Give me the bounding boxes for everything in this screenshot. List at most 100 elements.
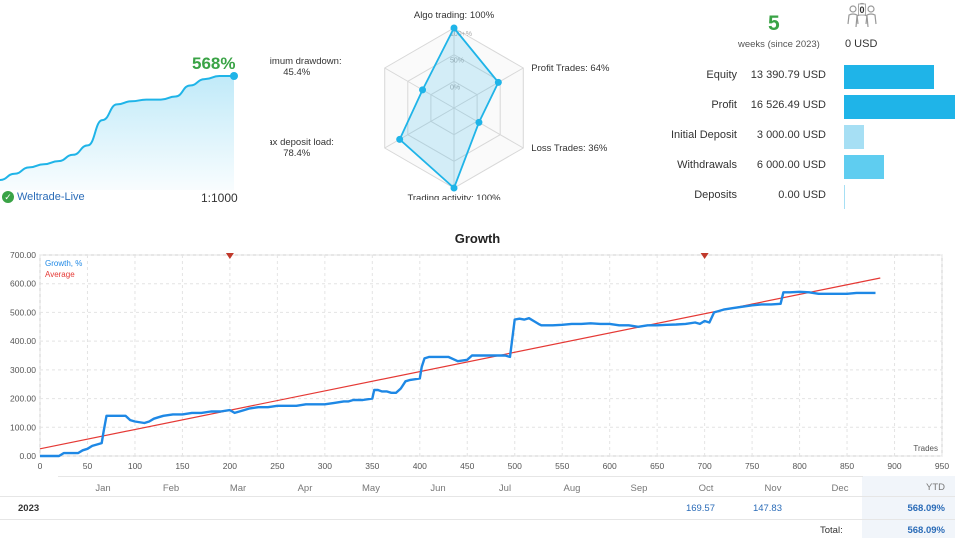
stat-value: 6 000.00 USD (756, 159, 826, 171)
legend-average: Average (45, 270, 75, 279)
month-label: Aug (563, 483, 581, 494)
month-label: Jan (95, 483, 111, 494)
radar-point (494, 78, 502, 86)
x-tick-label: 800 (792, 461, 806, 471)
stat-row-withdrawals: Withdrawals 6 000.00 USD (640, 155, 955, 179)
radar-axis-line (384, 67, 455, 109)
x-tick-label: 950 (935, 461, 949, 471)
y-tick-label: 600.00 (10, 279, 36, 289)
month-label: Jul (498, 483, 512, 494)
month-return-nov[interactable]: 147.83 (752, 503, 782, 514)
subscribers-amount: 0 USD (845, 38, 878, 50)
radar-axis-label: Algo trading: 100% (414, 10, 495, 21)
x-tick-label: 650 (650, 461, 664, 471)
y-tick-label: 500.00 (10, 307, 36, 317)
radar-axis-line (453, 67, 524, 109)
weeks-count: 5 (768, 12, 780, 35)
radar-point (419, 86, 427, 94)
stat-value: 3 000.00 USD (756, 129, 826, 141)
stat-label: Deposits (694, 189, 737, 201)
stat-value: 0.00 USD (778, 189, 826, 201)
x-tick-label: 400 (413, 461, 427, 471)
series-line-growth (40, 290, 876, 458)
x-axis-label: Trades (913, 444, 938, 453)
stat-label: Profit (711, 99, 737, 111)
mini-growth-line (0, 75, 234, 181)
radar-point (475, 118, 483, 126)
radar-axis-label: Maximum drawdown: (270, 56, 342, 67)
x-tick-label: 850 (840, 461, 854, 471)
month-return-oct[interactable]: 169.57 (685, 503, 715, 514)
x-tick-label: 750 (745, 461, 759, 471)
month-label: Dec (831, 483, 849, 494)
growth-percent: 568% (192, 54, 236, 73)
radar-axis-value: 78.4% (283, 148, 310, 159)
x-tick-label: 450 (460, 461, 474, 471)
y-tick-label: 300.00 (10, 365, 36, 375)
growth-chart-title: Growth (454, 231, 501, 246)
radar-scale-label: 0% (450, 84, 460, 91)
x-tick-label: 700 (698, 461, 712, 471)
radar-scale-label: 50% (450, 58, 464, 65)
growth-chart: 0 50 100 150 200 250 300 350 400 450 500 550 600 650 7… (10, 250, 949, 471)
month-header-row: Jan Feb Mar Apr May Jun Jul Aug Sep Oct … (58, 476, 863, 497)
radar-axis-label: Max deposit load: (270, 137, 334, 148)
stat-row-initial-deposit: Initial Deposit 3 000.00 USD (640, 125, 955, 149)
total-label: Total: (820, 525, 843, 536)
weeks-label: weeks (since 2023) (738, 39, 820, 50)
month-label: Nov (764, 483, 782, 494)
x-tick-label: 300 (318, 461, 332, 471)
stat-bar (844, 125, 864, 149)
month-label: Sep (630, 483, 648, 494)
radar-axis-line (384, 107, 455, 149)
y-tick-label: 200.00 (10, 394, 36, 404)
stat-value: 16 526.49 USD (750, 99, 826, 111)
radar-point (450, 184, 458, 192)
x-tick-label: 600 (603, 461, 617, 471)
stat-label: Initial Deposit (670, 129, 737, 141)
verified-shield-icon: ✓ (2, 191, 14, 203)
mini-growth-area (0, 76, 234, 190)
stat-value: 13 390.79 USD (750, 69, 826, 81)
x-tick-label: 500 (508, 461, 522, 471)
x-tick-label: 350 (365, 461, 379, 471)
month-label: Oct (698, 483, 714, 494)
radar-point (450, 24, 458, 32)
year-label: 2023 (18, 503, 40, 514)
subscribers-count: 0 (859, 5, 864, 15)
total-value: 568.09% (907, 525, 945, 536)
month-label: Apr (297, 483, 313, 494)
mini-growth-chart (0, 72, 238, 190)
radar-scale-label: 100+% (450, 31, 472, 38)
stat-bar (844, 95, 955, 119)
account-server-link[interactable]: Weltrade-Live (17, 191, 85, 203)
x-tick-label: 250 (270, 461, 284, 471)
stat-label: Withdrawals (677, 159, 737, 171)
radar-axis-value: 45.4% (283, 67, 310, 78)
x-tick-label: 50 (83, 461, 93, 471)
event-marker-icon[interactable] (225, 253, 234, 259)
stat-bar (844, 65, 934, 89)
y-tick-label: 400.00 (10, 336, 36, 346)
mini-growth-endpoint (230, 72, 238, 80)
stat-row-equity: Equity 13 390.79 USD (640, 65, 955, 89)
month-label: Feb (162, 483, 180, 494)
event-marker-icon[interactable] (700, 253, 709, 259)
radar-axis-label: Loss Trades: 36% (531, 143, 608, 154)
trading-radar-chart: 100+% 50% 0% Algo trading: 100% Profit Trade… (270, 10, 610, 200)
account-leverage: 1:1000 (201, 191, 238, 205)
x-tick-label: 0 (38, 461, 43, 471)
stat-label: Equity (706, 69, 737, 81)
month-label: Jun (430, 483, 446, 494)
x-tick-label: 200 (223, 461, 237, 471)
x-tick-label: 150 (175, 461, 189, 471)
radar-axis-label: Trading activity: 100% (407, 193, 501, 200)
y-tick-label: 0.00 (19, 451, 36, 461)
x-tick-label: 100 (128, 461, 142, 471)
legend-growth: Growth, % (45, 259, 82, 268)
radar-axis-line (453, 107, 524, 149)
month-label: Mar (229, 483, 247, 494)
stat-bar (844, 185, 845, 209)
ytd-header: YTD (926, 482, 945, 493)
stat-row-deposits: Deposits 0.00 USD (640, 185, 955, 209)
